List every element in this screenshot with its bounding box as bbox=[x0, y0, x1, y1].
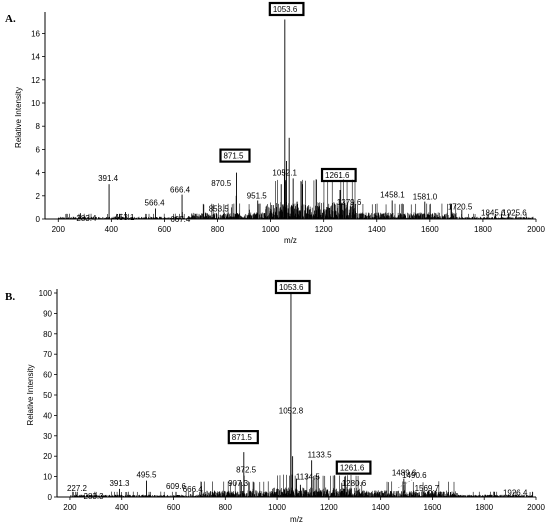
boxed-peak-label: 1053.6 bbox=[273, 5, 298, 14]
y-tick-label: 100 bbox=[39, 289, 53, 298]
x-tick-label: 1600 bbox=[424, 503, 442, 512]
x-axis-title: m/z bbox=[290, 515, 303, 524]
y-tick-label: 8 bbox=[36, 122, 41, 131]
x-tick-label: 1200 bbox=[315, 225, 333, 234]
y-tick-label: 0 bbox=[48, 493, 53, 502]
boxed-peak-label: 1261.6 bbox=[340, 464, 365, 473]
y-tick-label: 16 bbox=[31, 29, 40, 38]
peak-label: 283.3 bbox=[84, 492, 105, 501]
y-tick-label: 4 bbox=[36, 169, 41, 178]
x-tick-label: 200 bbox=[63, 503, 77, 512]
peak-label: 853.5 bbox=[209, 204, 230, 213]
x-tick-label: 800 bbox=[219, 503, 233, 512]
y-tick-label: 0 bbox=[36, 215, 41, 224]
y-tick-label: 90 bbox=[43, 309, 52, 318]
boxed-peak-label: 1053.6 bbox=[279, 283, 304, 292]
x-tick-label: 200 bbox=[52, 225, 66, 234]
peak-label: 1720.5 bbox=[448, 203, 473, 212]
y-tick-label: 80 bbox=[43, 330, 52, 339]
peak-label: 227.2 bbox=[67, 484, 88, 493]
peak-label: 1926.4 bbox=[503, 488, 528, 497]
leader-line bbox=[397, 479, 413, 489]
boxed-peak-label: 1261.6 bbox=[325, 171, 350, 180]
peak-label: 907.3 bbox=[228, 479, 249, 488]
peak-label: 391.4 bbox=[98, 174, 119, 183]
peak-label: 283.4 bbox=[76, 214, 97, 223]
y-tick-label: 12 bbox=[31, 76, 40, 85]
peak-label: 391.3 bbox=[109, 479, 130, 488]
x-tick-label: 400 bbox=[105, 225, 119, 234]
y-axis-title: Relative Intensity bbox=[26, 365, 35, 426]
x-tick-label: 1200 bbox=[320, 503, 338, 512]
y-tick-label: 14 bbox=[31, 53, 40, 62]
x-axis-title: m/z bbox=[284, 236, 297, 245]
x-tick-label: 1400 bbox=[368, 225, 386, 234]
y-tick-label: 50 bbox=[43, 391, 52, 400]
peak-label: 609.6 bbox=[166, 482, 187, 491]
boxed-peak-label: 871.5 bbox=[223, 152, 244, 161]
boxed-label-frame bbox=[274, 279, 311, 295]
peak-label: 666.4 bbox=[183, 485, 204, 494]
chart-panel-a: A. 0 2 4 6 8 10 12 14 16 200 400 600 800 1000 1200 1400 1… bbox=[5, 1, 545, 245]
peak-label: 1581.0 bbox=[413, 193, 438, 202]
peak-label: 667.4 bbox=[170, 215, 191, 224]
peak-label: 1458.1 bbox=[380, 190, 405, 199]
peak-label: 1490.6 bbox=[402, 471, 427, 480]
peak-label: 1279.6 bbox=[337, 198, 362, 207]
peak-label: 566.4 bbox=[145, 199, 166, 208]
y-tick-label: 10 bbox=[31, 99, 40, 108]
panel-label: A. bbox=[5, 13, 16, 25]
peak-label: 1133.5 bbox=[308, 450, 332, 459]
peak-label: 951.5 bbox=[247, 191, 268, 200]
boxed-label-frame bbox=[227, 430, 259, 445]
y-axis-title: Relative Intensity bbox=[14, 87, 23, 148]
x-tick-label: 600 bbox=[158, 225, 172, 234]
y-tick-label: 70 bbox=[43, 350, 52, 359]
peak-label: 872.5 bbox=[236, 466, 257, 475]
y-tick-label: 10 bbox=[43, 473, 52, 482]
boxed-label-frame bbox=[268, 1, 305, 17]
peak-label: 1134.5 bbox=[296, 473, 320, 482]
panel-label: B. bbox=[5, 291, 15, 303]
x-tick-label: 1600 bbox=[421, 225, 439, 234]
y-tick-label: 30 bbox=[43, 432, 52, 441]
x-tick-label: 1800 bbox=[475, 503, 493, 512]
x-tick-label: 2000 bbox=[527, 225, 545, 234]
x-tick-label: 1400 bbox=[372, 503, 390, 512]
boxed-label-frame bbox=[219, 148, 251, 163]
peak-label: 870.5 bbox=[211, 179, 232, 188]
y-tick-label: 2 bbox=[36, 192, 41, 201]
peak-label: 1280.6 bbox=[342, 479, 367, 488]
peak-label: 495.5 bbox=[136, 471, 157, 480]
x-tick-label: 400 bbox=[115, 503, 129, 512]
peak-label: 1489.6 bbox=[392, 469, 417, 478]
x-tick-label: 2000 bbox=[527, 503, 545, 512]
peak-label: 666.4 bbox=[170, 186, 191, 195]
peak-label: 1845.6 bbox=[481, 209, 506, 218]
y-tick-label: 40 bbox=[43, 411, 52, 420]
boxed-label-frame bbox=[335, 460, 372, 475]
x-tick-label: 1000 bbox=[262, 225, 280, 234]
x-tick-label: 600 bbox=[167, 503, 181, 512]
x-tick-label: 1800 bbox=[474, 225, 492, 234]
boxed-peak-label: 871.5 bbox=[232, 433, 253, 442]
peak-label: 1925.6 bbox=[502, 209, 527, 218]
y-tick-label: 20 bbox=[43, 452, 52, 461]
x-tick-label: 1000 bbox=[268, 503, 286, 512]
y-tick-label: 60 bbox=[43, 371, 52, 380]
boxed-label-frame bbox=[320, 167, 357, 183]
x-tick-label: 800 bbox=[211, 225, 225, 234]
peak-label: 1569.7 bbox=[415, 484, 440, 493]
peak-label: 453.1 bbox=[114, 213, 135, 222]
chart-panel-b: B. 0 10 20 30 40 50 60 70 80 90 100 200 400 600 800 1000… bbox=[5, 279, 545, 524]
y-tick-label: 6 bbox=[36, 145, 41, 154]
